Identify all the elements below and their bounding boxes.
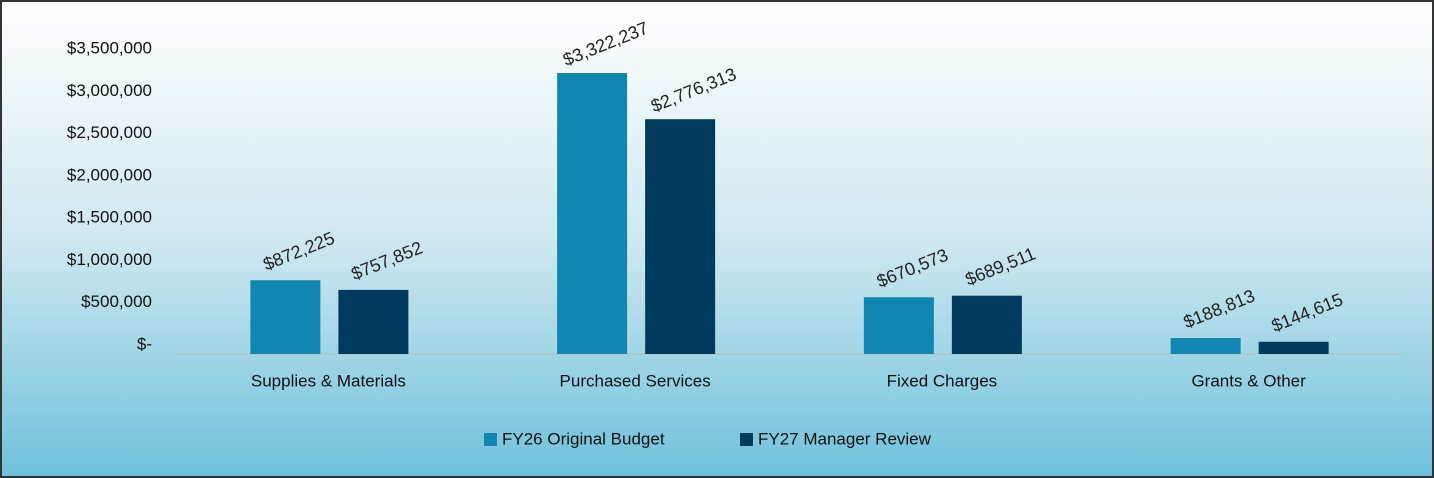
y-tick-label: $2,500,000	[67, 123, 152, 142]
bar	[951, 295, 1022, 354]
y-tick-label: $3,500,000	[67, 38, 152, 57]
x-tick-label: Purchased Services	[560, 371, 711, 390]
legend-swatch	[740, 433, 753, 446]
bar	[1170, 338, 1241, 354]
y-tick-label: $1,000,000	[67, 250, 152, 269]
y-tick-label: $500,000	[81, 292, 152, 311]
bar	[557, 73, 628, 355]
legend-label: FY27 Manager Review	[758, 429, 932, 448]
bar	[1258, 341, 1329, 354]
x-tick-label: Supplies & Materials	[251, 371, 406, 390]
bar	[645, 119, 716, 354]
legend-label: FY26 Original Budget	[502, 429, 665, 448]
x-tick-label: Fixed Charges	[887, 371, 998, 390]
y-tick-label: $1,500,000	[67, 208, 152, 227]
bar	[863, 297, 934, 354]
y-tick-label: $3,000,000	[67, 81, 152, 100]
bar	[338, 289, 409, 354]
bar	[250, 280, 321, 354]
y-tick-label: $2,000,000	[67, 165, 152, 184]
y-tick-label: $-	[137, 334, 152, 353]
x-tick-label: Grants & Other	[1191, 371, 1306, 390]
legend-swatch	[484, 433, 497, 446]
